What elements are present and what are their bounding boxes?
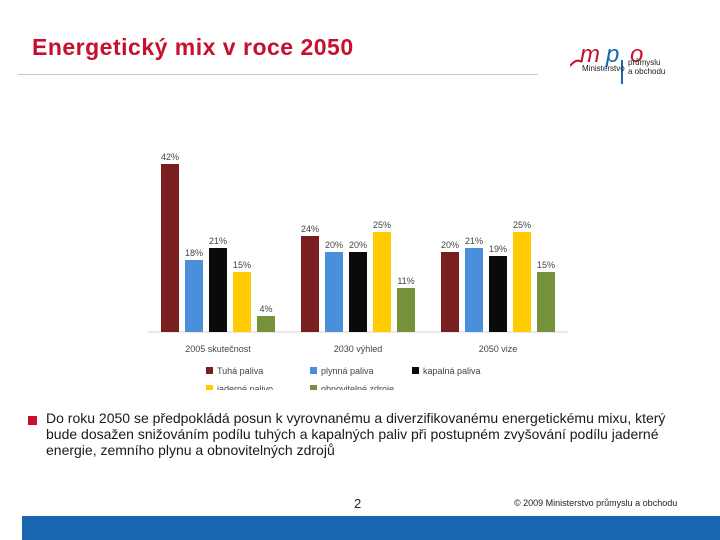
logo-text-ministerstvo: Ministerstvo <box>582 64 625 73</box>
bar-1-2 <box>185 260 203 332</box>
bullet-marker <box>28 416 37 425</box>
data-label: 20% <box>441 240 459 250</box>
bar-3-2 <box>465 248 483 332</box>
bar-2-2 <box>325 252 343 332</box>
data-label: 18% <box>185 248 203 258</box>
legend-swatch <box>206 385 213 390</box>
x-tick-label: 2050 vize <box>479 344 518 354</box>
data-label: 25% <box>373 220 391 230</box>
legend-swatch <box>206 367 213 374</box>
x-tick-label: 2030 výhled <box>334 344 383 354</box>
bar-1-5 <box>257 316 275 332</box>
bullet-text: Do roku 2050 se předpokládá posun k vyro… <box>46 410 666 458</box>
bar-1-3 <box>209 248 227 332</box>
logo-letter-o: o <box>630 41 643 68</box>
legend-swatch <box>310 367 317 374</box>
title-divider <box>18 74 538 75</box>
bar-3-1 <box>441 252 459 332</box>
x-tick-label: 2005 skutečnost <box>185 344 251 354</box>
data-label: 21% <box>209 236 227 246</box>
bar-3-3 <box>489 256 507 332</box>
legend-swatch <box>412 367 419 374</box>
logo-text-obchodu: a obchodu <box>628 67 666 76</box>
logo-letter-p: p <box>605 41 619 68</box>
logo-swoosh <box>570 59 583 67</box>
logo-letter-m: m <box>580 41 600 68</box>
legend-swatch <box>310 385 317 390</box>
legend-entry: plynná paliva <box>321 366 374 376</box>
data-label: 19% <box>489 244 507 254</box>
bar-2-4 <box>373 232 391 332</box>
legend-entry: obnovitelné zdroje <box>321 384 394 390</box>
logo-text-rest: průmyslu a obchodu <box>628 58 678 76</box>
bar-2-5 <box>397 288 415 332</box>
bar-2-3 <box>349 252 367 332</box>
page-number: 2 <box>354 496 362 511</box>
legend-entry: kapalná paliva <box>423 366 481 376</box>
data-label: 15% <box>537 260 555 270</box>
data-label: 42% <box>161 152 179 162</box>
data-label: 11% <box>397 276 414 286</box>
data-label: 24% <box>301 224 319 234</box>
bar-1-4 <box>233 272 251 332</box>
slide-title: Energetický mix v roce 2050 <box>32 34 354 60</box>
data-label: 20% <box>325 240 343 250</box>
energy-mix-bar-chart: 42% 18% 21% 15% 4% 2005 skutečnost 24% 20% 20% 25… <box>148 152 568 390</box>
data-label: 25% <box>513 220 531 230</box>
data-label: 4% <box>259 304 272 314</box>
logo-text-prumyslu: průmyslu <box>628 58 661 67</box>
bar-1-1 <box>161 164 179 332</box>
data-label: 20% <box>349 240 367 250</box>
data-label: 15% <box>233 260 251 270</box>
legend-entry: jaderné palivo <box>216 384 273 390</box>
legend-entry: Tuhá paliva <box>217 366 263 376</box>
mpo-logo-icon: m p o <box>570 41 643 84</box>
bar-3-5 <box>537 272 555 332</box>
bar-3-4 <box>513 232 531 332</box>
bar-2-1 <box>301 236 319 332</box>
footer-bar <box>22 516 720 540</box>
copyright-text: © 2009 Ministerstvo průmyslu a obchodu <box>514 498 678 508</box>
data-label: 21% <box>465 236 483 246</box>
